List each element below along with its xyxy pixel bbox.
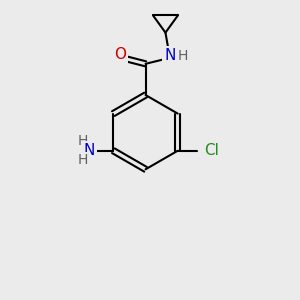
Text: N: N [83,143,95,158]
Text: H: H [177,50,188,63]
Text: H: H [77,134,88,148]
Text: Cl: Cl [205,143,219,158]
Text: N: N [164,48,176,63]
Text: H: H [77,153,88,167]
Text: O: O [114,47,126,62]
